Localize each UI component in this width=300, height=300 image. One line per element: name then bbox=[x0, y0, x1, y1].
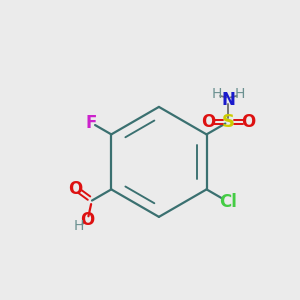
Text: O: O bbox=[80, 211, 95, 229]
Text: S: S bbox=[222, 113, 235, 131]
Text: H: H bbox=[74, 219, 84, 233]
Text: N: N bbox=[221, 92, 236, 110]
Text: H: H bbox=[212, 87, 222, 101]
Text: O: O bbox=[242, 113, 256, 131]
Text: H: H bbox=[235, 87, 245, 101]
Text: Cl: Cl bbox=[219, 193, 237, 211]
Text: O: O bbox=[201, 113, 215, 131]
Text: F: F bbox=[85, 114, 97, 132]
Text: O: O bbox=[68, 180, 83, 198]
